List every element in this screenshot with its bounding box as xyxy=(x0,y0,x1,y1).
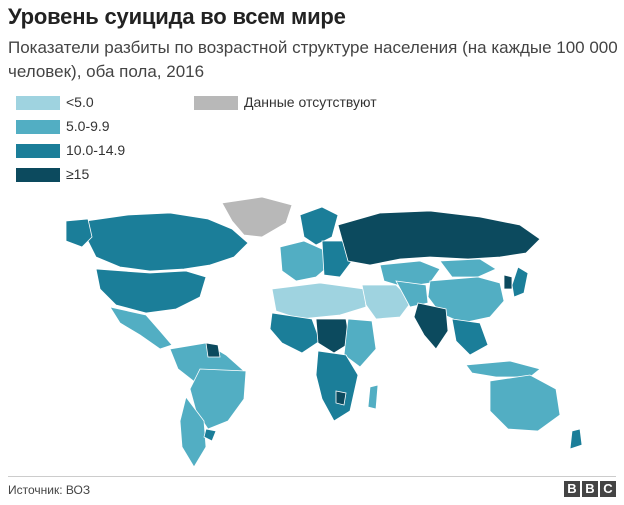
region-mexico xyxy=(109,306,173,350)
legend-swatch xyxy=(16,120,60,134)
region-new-zealand xyxy=(569,428,583,450)
region-greenland xyxy=(221,196,293,238)
region-southern-africa-high xyxy=(335,390,347,406)
legend-label-missing: Данные отсутствуют xyxy=(244,94,377,110)
region-madagascar xyxy=(367,384,379,410)
legend-swatch xyxy=(16,144,60,158)
legend-item-missing-data: Данные отсутствуют xyxy=(190,94,430,116)
legend-item-ge15: ≥15 xyxy=(8,166,208,188)
legend-item-5-9: 5.0-9.9 xyxy=(8,118,208,140)
legend-label: 10.0-14.9 xyxy=(66,142,126,158)
region-australia xyxy=(489,374,561,432)
world-map xyxy=(65,196,583,468)
region-uruguay xyxy=(203,428,217,442)
region-canada xyxy=(85,212,249,272)
region-china xyxy=(427,276,505,324)
region-korea xyxy=(503,274,513,290)
region-western-europe xyxy=(279,240,331,282)
region-southern-cone xyxy=(179,396,207,468)
chart-title: Уровень суицида во всем мире xyxy=(8,4,346,29)
region-southern-africa xyxy=(315,350,359,422)
region-central-africa xyxy=(315,318,351,354)
source-note: Источник: ВОЗ xyxy=(8,483,91,497)
region-north-africa xyxy=(271,282,367,320)
legend-item-lt5: <5.0 xyxy=(8,94,208,116)
legend-label: ≥15 xyxy=(66,166,90,182)
region-japan xyxy=(511,266,529,298)
legend-item-10-14: 10.0-14.9 xyxy=(8,142,208,164)
region-iran xyxy=(395,280,429,308)
legend-label: <5.0 xyxy=(66,94,94,110)
region-southeast-asia xyxy=(451,318,489,356)
region-usa xyxy=(95,268,207,314)
legend-label: 5.0-9.9 xyxy=(66,118,110,134)
region-mongolia xyxy=(439,258,497,278)
region-scandinavia xyxy=(299,206,339,246)
region-guyana xyxy=(205,342,221,358)
region-indonesia xyxy=(465,360,541,378)
logo-letter: B xyxy=(582,481,598,497)
region-brazil xyxy=(189,368,247,430)
legend-swatch xyxy=(16,168,60,182)
region-east-africa xyxy=(343,318,377,368)
legend-swatch-missing xyxy=(194,96,238,110)
footer-divider xyxy=(8,476,616,477)
legend-swatch xyxy=(16,96,60,110)
region-india xyxy=(413,302,449,350)
chart-subtitle: Показатели разбиты по возрастной структу… xyxy=(8,38,618,81)
region-russia xyxy=(337,210,541,266)
region-west-africa xyxy=(269,312,321,354)
region-alaska xyxy=(65,218,93,248)
logo-letter: C xyxy=(600,481,616,497)
bbc-logo: B B C xyxy=(564,481,616,497)
logo-letter: B xyxy=(564,481,580,497)
region-eastern-europe xyxy=(321,240,353,278)
region-middle-east xyxy=(361,284,413,320)
